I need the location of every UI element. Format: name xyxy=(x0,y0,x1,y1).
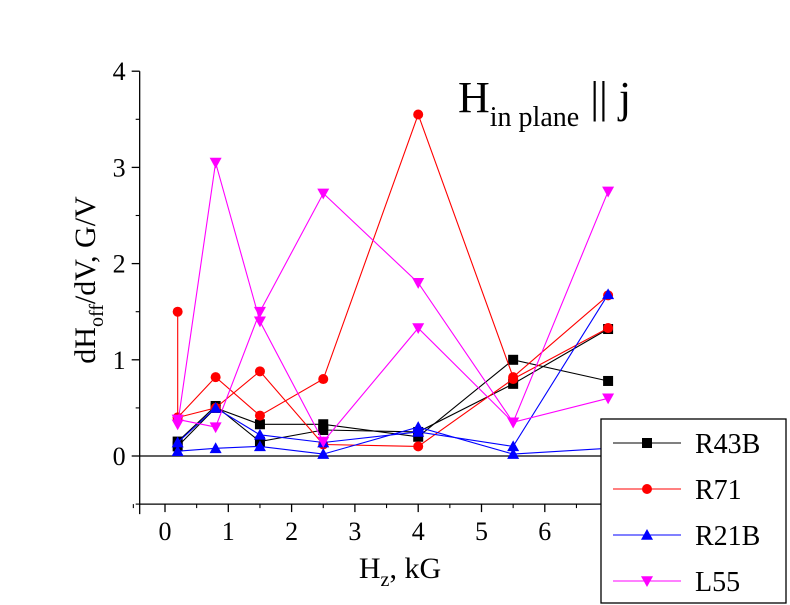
x-tick-label: 2 xyxy=(285,517,298,546)
data-point xyxy=(508,374,519,385)
data-point xyxy=(253,440,266,452)
data-point xyxy=(318,425,329,436)
y-tick-label: 2 xyxy=(113,250,126,279)
data-point xyxy=(253,306,266,318)
data-point xyxy=(172,306,183,317)
legend-label: R71 xyxy=(695,475,742,506)
legend-label: R43B xyxy=(695,429,760,460)
y-tick-label: 1 xyxy=(113,346,126,375)
legend: R43B R71 R21B L55 xyxy=(600,418,787,604)
x-tick-label: 5 xyxy=(475,517,488,546)
data-point xyxy=(254,410,265,421)
x-tick-label: 0 xyxy=(159,517,172,546)
legend-marker xyxy=(642,484,652,494)
data-point xyxy=(318,419,329,430)
data-point xyxy=(209,401,222,413)
data-point xyxy=(413,441,424,452)
data-point xyxy=(603,375,614,386)
y-tick-label: 4 xyxy=(113,57,126,86)
data-point xyxy=(171,414,184,426)
series-layer xyxy=(171,109,615,459)
y-axis-title: dHoff/dV, G/V xyxy=(69,196,108,364)
legend-marker xyxy=(641,529,653,540)
x-tick-label: 6 xyxy=(538,517,551,546)
data-point xyxy=(253,428,266,440)
data-point xyxy=(508,354,519,365)
legend-box xyxy=(600,418,787,604)
data-point xyxy=(254,366,265,377)
series-l55 xyxy=(171,157,615,448)
chart-annotation: Hin plane || j xyxy=(458,73,631,133)
data-point xyxy=(507,448,520,459)
legend-marker xyxy=(642,438,652,448)
data-point xyxy=(602,393,615,405)
data-point xyxy=(318,374,329,385)
x-tick-label: 1 xyxy=(222,517,235,546)
data-point xyxy=(209,442,222,454)
data-point xyxy=(507,417,520,429)
data-point xyxy=(507,440,520,452)
data-point xyxy=(253,316,266,328)
data-point xyxy=(603,323,614,334)
data-point xyxy=(412,425,425,437)
legend-label: L55 xyxy=(695,567,740,598)
data-point xyxy=(317,448,330,459)
data-point xyxy=(412,323,425,335)
data-point xyxy=(254,419,265,430)
data-point xyxy=(171,436,184,448)
legend-label: R21B xyxy=(695,521,760,552)
series-r21b xyxy=(171,288,615,459)
data-point xyxy=(209,157,222,169)
axes-layer: 0 1 2 3 4 0 1 2 3 4 5 6 xyxy=(113,57,634,546)
y-tick-label: 0 xyxy=(113,442,126,471)
y-tick-label: 3 xyxy=(113,153,126,182)
data-point xyxy=(317,436,330,448)
data-point xyxy=(602,288,615,300)
data-point xyxy=(171,445,184,456)
data-point xyxy=(412,278,425,289)
data-point xyxy=(210,372,221,383)
data-point xyxy=(317,188,330,200)
data-point xyxy=(209,422,222,434)
series-line xyxy=(177,112,609,419)
x-tick-label: 3 xyxy=(348,517,361,546)
legend-marker xyxy=(641,576,653,587)
data-point xyxy=(602,186,615,198)
x-axis-title: Hz, kG xyxy=(359,552,441,591)
data-point xyxy=(413,109,424,120)
x-tick-label: 4 xyxy=(412,517,425,546)
